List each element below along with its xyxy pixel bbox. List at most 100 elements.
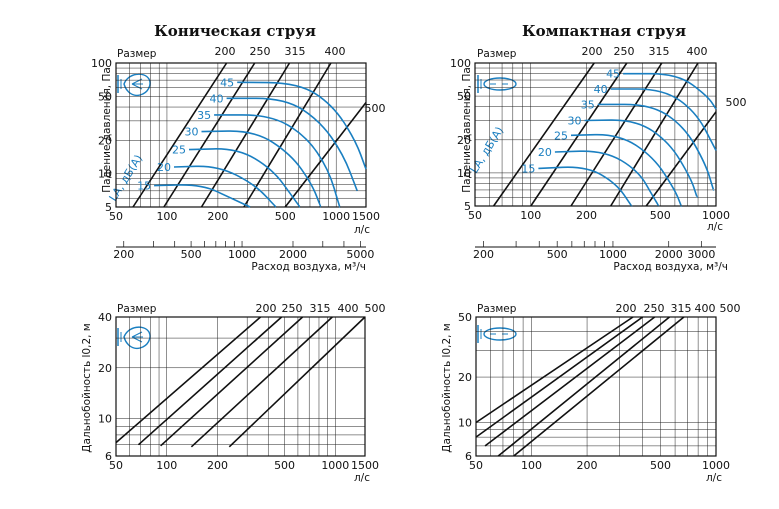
noise-curve-30	[201, 130, 322, 208]
x-tick-label: 200	[207, 459, 228, 472]
x-tick-label: 1500	[351, 459, 379, 472]
size-label-500: 500	[726, 96, 747, 109]
y-tick-label: 100	[91, 57, 112, 70]
noise-curve-20	[173, 165, 277, 208]
noise-label-45: 45	[606, 68, 620, 81]
size-label-315: 315	[310, 302, 331, 315]
noise-curve-40	[610, 88, 717, 151]
x-tick-label: 50	[469, 459, 483, 472]
y-tick-label: 50	[98, 90, 112, 103]
x-unit-br: л/с	[706, 472, 722, 484]
conical-jet-icon	[117, 326, 151, 350]
chart-title-conical: Коническая струя	[154, 22, 316, 40]
x2-tick-label: 500	[547, 248, 568, 261]
x2-tick-label: 200	[113, 248, 134, 261]
size-line-400	[243, 62, 332, 208]
y-tick-label: 50	[458, 311, 472, 324]
x-tick-label: 200	[207, 210, 228, 223]
size-label-200: 200	[256, 302, 277, 315]
plot-frame-bl	[115, 316, 366, 457]
x-tick-label: 200	[576, 209, 597, 222]
x-tick-label: 50	[109, 210, 123, 223]
size-line-250	[137, 316, 283, 446]
x-tick-label: 100	[156, 210, 177, 223]
x2-tick-label: 1000	[599, 248, 627, 261]
noise-label-30: 30	[567, 114, 581, 127]
x-unit-tr: л/с	[707, 221, 723, 233]
noise-curve-30	[584, 119, 698, 199]
noise-label-35: 35	[581, 98, 595, 111]
x2-tick-label: 3000	[687, 248, 715, 261]
x2-axis-label-tl: Расход воздуха, м³/ч	[251, 261, 366, 273]
noise-curve-45	[237, 81, 367, 170]
chart-br: 50 100 200 500 1000 6 10 20 50 200 250 315 400 500	[458, 302, 741, 472]
noise-curve-35	[214, 114, 341, 208]
size-line-500	[284, 102, 367, 208]
x2-axis-label-tr: Расход воздуха, м³/ч	[613, 261, 728, 273]
y-tick-label: 5	[464, 200, 471, 213]
x-tick-label: 1000	[702, 209, 730, 222]
size-line-400	[190, 316, 333, 448]
x-tick-label: 100	[156, 459, 177, 472]
size-line-500	[513, 316, 685, 457]
x2-tick-label: 1000	[228, 248, 256, 261]
noise-curve-25	[188, 148, 301, 208]
noise-curve-15	[538, 166, 633, 207]
noise-curve-20	[554, 150, 660, 207]
x2-tick-label: 500	[181, 248, 202, 261]
size-label-400: 400	[325, 45, 346, 58]
noise-label-45: 45	[220, 76, 234, 89]
y-axis-label-bl: Дальнобойность l0,2, м	[81, 323, 93, 452]
grid-tl	[116, 63, 366, 207]
size-line-250	[475, 316, 644, 438]
size-label-315: 315	[649, 45, 670, 58]
x-tick-label: 500	[650, 209, 671, 222]
noise-label-40: 40	[210, 92, 224, 105]
size-label-250: 250	[614, 45, 635, 58]
size-label-500: 500	[365, 302, 386, 315]
noise-label-15: 15	[137, 180, 151, 193]
y-tick-label: 10	[458, 417, 472, 430]
size-header-bl: Размер	[117, 303, 157, 315]
x-tick-label: 500	[274, 459, 295, 472]
y-tick-label: 10	[457, 167, 471, 180]
y-tick-label: 20	[457, 134, 471, 147]
size-line-200	[132, 62, 228, 208]
plot-frame-br	[475, 316, 717, 457]
y-axis-label-br: Дальнобойность l0,2, м	[441, 323, 453, 452]
size-line-200	[492, 62, 595, 207]
compact-jet-icon	[477, 75, 517, 93]
y-tick-label: 20	[98, 134, 112, 147]
size-label-315: 315	[671, 302, 692, 315]
size-label-315: 315	[285, 45, 306, 58]
y-tick-label: 40	[98, 311, 112, 324]
conical-jet-icon	[117, 73, 151, 97]
x-tick-label: 500	[650, 459, 671, 472]
y-tick-label: 5	[105, 201, 112, 214]
size-label-250: 250	[282, 302, 303, 315]
x2-tick-label: 2000	[655, 248, 683, 261]
chart-bl: 50 100 200 500 1000 1500 6 10 20 40 200 250 315 400 50…	[98, 302, 386, 472]
noise-label-25: 25	[172, 144, 186, 157]
x-tick-label: 50	[468, 209, 482, 222]
noise-curve-35	[597, 103, 715, 191]
size-line-250	[163, 62, 256, 208]
x-tick-label: 1500	[352, 210, 380, 223]
x-unit-tl: л/с	[354, 224, 370, 236]
x-tick-label: 500	[275, 210, 296, 223]
size-line-315	[200, 62, 291, 208]
size-line-400	[610, 62, 699, 207]
plot-frame-tl	[115, 62, 367, 208]
size-label-250: 250	[644, 302, 665, 315]
size-label-400: 400	[695, 302, 716, 315]
size-line-500	[228, 316, 366, 448]
x-tick-label: 1000	[322, 210, 350, 223]
size-line-315	[484, 316, 656, 447]
noise-curve-40	[226, 97, 358, 192]
y-tick-label: 100	[450, 57, 471, 70]
noise-label-15: 15	[521, 162, 535, 175]
x2-tick-label: 200	[473, 248, 494, 261]
chart-title-compact: Компактная струя	[522, 22, 686, 40]
